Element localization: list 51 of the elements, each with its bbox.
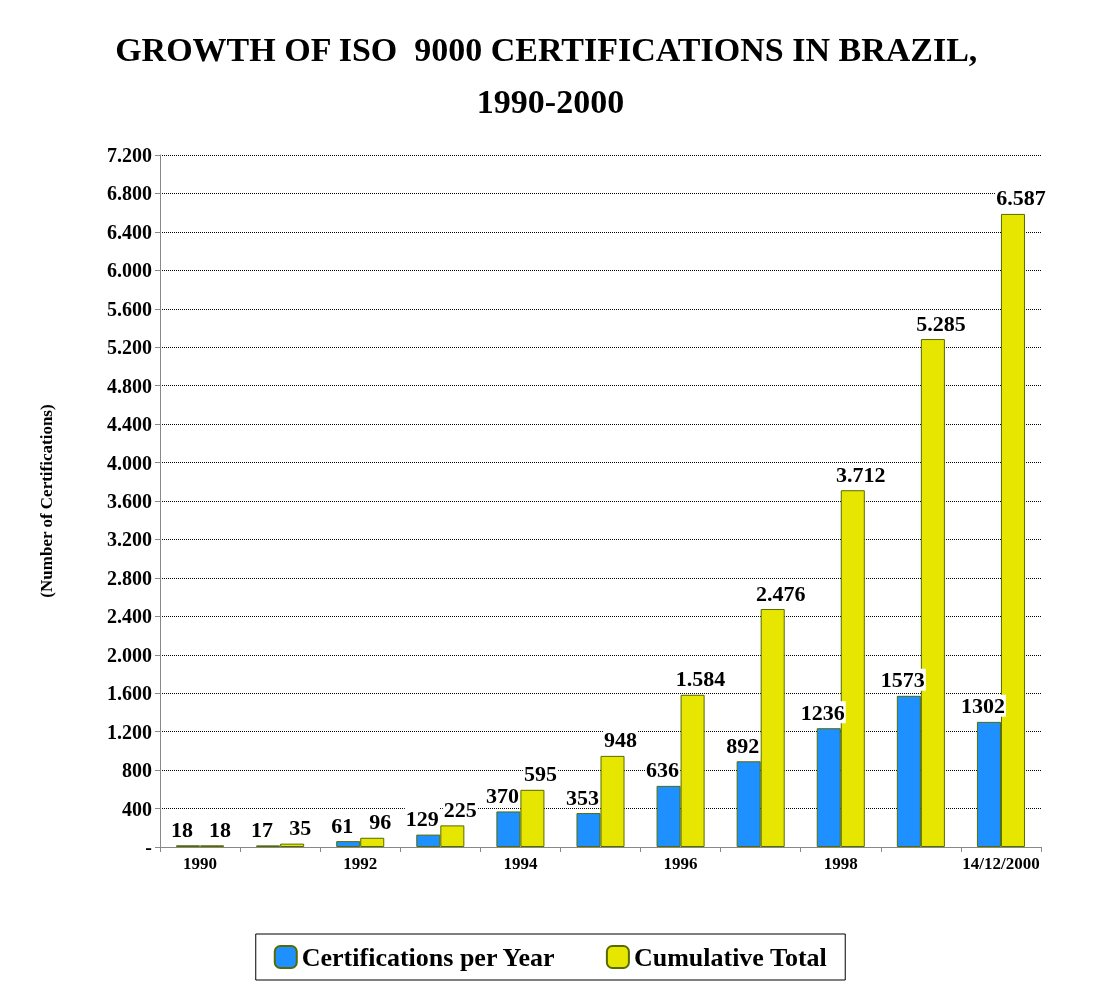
y-tick-label: 4.800 [107,374,152,397]
y-tick-label: 6.000 [107,259,152,282]
data-label: 636 [646,757,680,783]
data-label: 1573 [880,667,925,693]
y-tick-label: 400 [122,797,152,820]
data-label: 225 [443,796,477,822]
data-label: 18 [171,816,194,842]
y-tick-label: 3.200 [107,528,152,551]
data-label: 1302 [960,693,1005,719]
y-tick-label: 2.400 [107,605,152,628]
x-tick-label: 1998 [823,854,858,873]
data-label: 948 [604,727,638,753]
data-label: 18 [209,816,232,842]
x-tick-label: 1990 [183,854,218,873]
data-label: 5.285 [916,310,966,336]
y-tick-label: 3.600 [107,490,152,512]
data-label: 96 [369,809,392,835]
y-tick-label: 6.800 [107,182,152,205]
legend-label: Cumulative Total [633,942,827,972]
y-tick-label: 5.600 [107,297,152,320]
data-label: 892 [726,732,760,758]
x-tick-label: 1994 [503,854,538,873]
y-tick-label: 5.200 [107,336,152,359]
data-label: 35 [289,815,312,841]
legend-label: Certifications per Year [301,942,555,972]
x-tick-label: 1996 [663,854,698,873]
data-label: 3.712 [836,461,886,487]
data-label: 2.476 [755,580,806,606]
data-label: 6.587 [996,185,1046,211]
y-tick-label: 2.800 [107,566,152,589]
y-tick-label: 4.400 [107,413,152,436]
x-tick-label: 14/12/2000 [962,854,1040,873]
data-label: 370 [485,782,519,808]
y-tick-label: 2.000 [107,643,152,666]
data-label: 1.584 [675,666,726,692]
y-tick-label: - [145,836,152,858]
y-tick-label: 4.000 [107,451,152,474]
data-label: 17 [251,816,274,842]
data-label: 353 [565,784,599,810]
y-tick-label: 1.200 [107,720,152,743]
data-label: 61 [331,812,354,838]
chart-title: GROWTH OF ISO 9000 CERTIFICATIONS IN BRAZIL, 1990-2000 [115,30,986,120]
x-tick-label: 1992 [343,854,378,873]
y-tick-label: 800 [122,759,152,782]
data-label: 129 [405,806,439,832]
data-label: 595 [523,761,557,787]
y-tick-label: 1.600 [107,682,152,705]
y-axis-title: (Number of Certifications) [37,404,56,598]
y-tick-label: 7.200 [107,144,152,166]
data-label: 1236 [800,699,845,725]
y-tick-label: 6.400 [107,220,152,243]
